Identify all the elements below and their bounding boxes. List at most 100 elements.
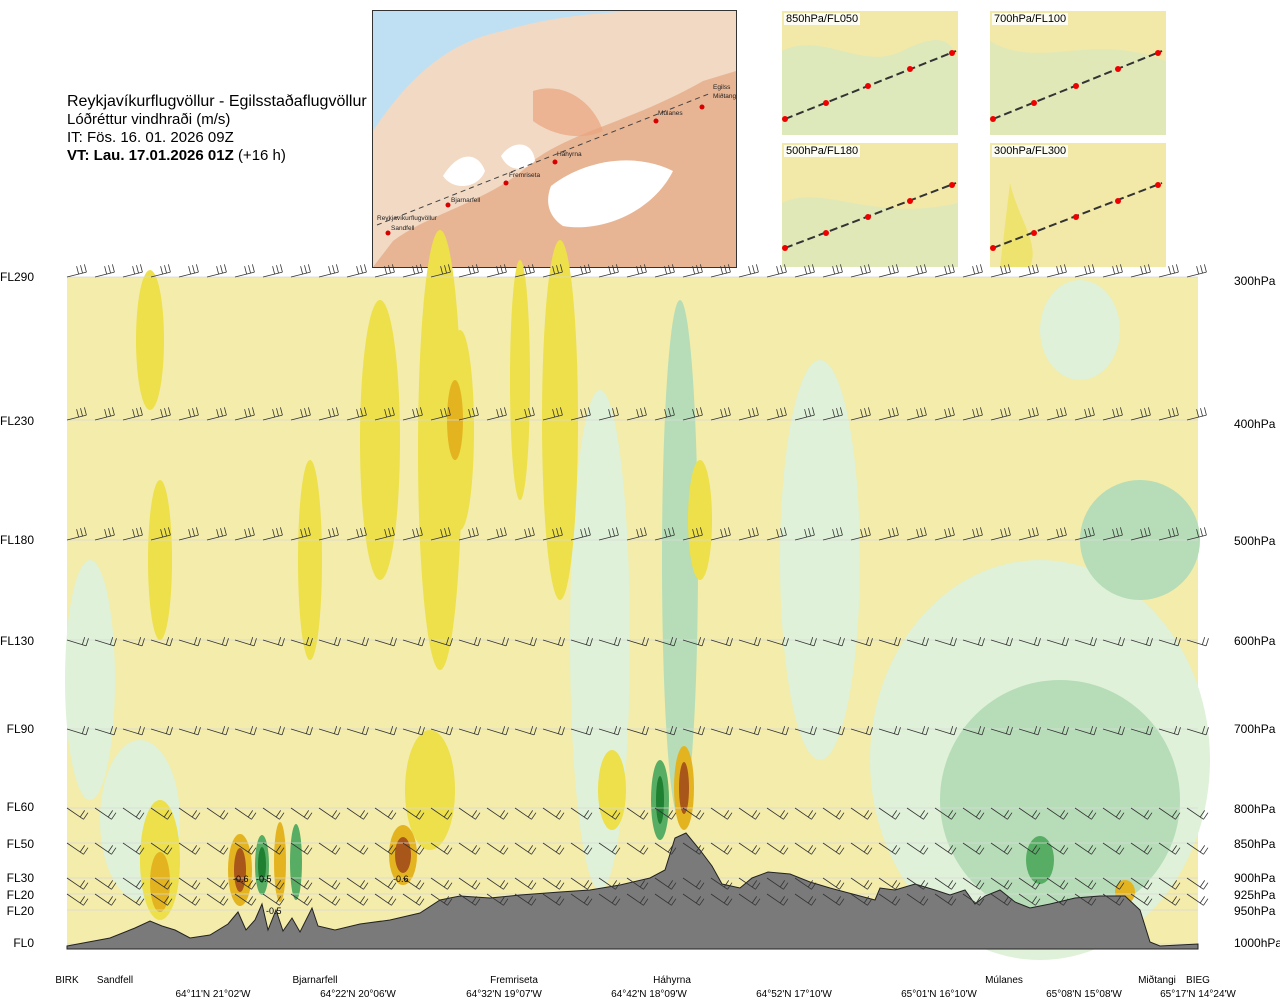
level-fl20a: FL20 (6, 888, 34, 902)
wind-barb (122, 807, 145, 820)
wind-barb (1102, 877, 1125, 890)
wind-barb (94, 407, 115, 421)
wind-barb (1046, 264, 1067, 278)
waypoint-birk: BIRK (55, 975, 79, 986)
terrain-profile (66, 832, 1199, 950)
wind-barb (542, 407, 563, 421)
wind-barb (1130, 877, 1153, 890)
wind-barb (1130, 893, 1153, 906)
wind-barb (122, 264, 143, 278)
wind-barb (262, 893, 285, 906)
wind-barb (206, 636, 229, 647)
level-1000hpa: 1000hPa (1234, 936, 1280, 950)
updraft-region (136, 270, 164, 410)
wind-barb (206, 877, 229, 890)
wind-barb (234, 807, 257, 820)
wind-barb (94, 264, 115, 278)
wind-barb (402, 725, 425, 736)
coord-label: 65°17'N 14°24'W (1160, 989, 1236, 1000)
wind-barb (402, 264, 423, 278)
wind-barb (822, 264, 843, 278)
wind-barb (486, 893, 509, 906)
wind-barb (458, 407, 479, 421)
downdraft-region (940, 680, 1180, 920)
wind-barb (1130, 407, 1151, 421)
wind-barb (514, 636, 537, 647)
wind-barb (1158, 877, 1181, 890)
wind-barb (1186, 407, 1207, 421)
wind-barb (346, 407, 367, 421)
wind-barb (822, 407, 843, 421)
wind-barb (150, 893, 173, 906)
wind-barb (542, 636, 565, 647)
wind-barb (1046, 842, 1069, 855)
wind-barb (318, 725, 341, 736)
wind-barb (738, 893, 761, 906)
wind-barb (262, 877, 285, 890)
wind-barb (794, 877, 817, 890)
level-fl60: FL60 (6, 800, 34, 814)
wind-barb (430, 636, 453, 647)
wind-barb (150, 807, 173, 820)
level-950hpa: 950hPa (1234, 904, 1276, 918)
wind-barb (542, 725, 565, 736)
wind-barb (1074, 407, 1095, 421)
waypoint-mulanes: Múlanes (985, 975, 1023, 986)
wind-barb (850, 407, 871, 421)
wind-barb (262, 636, 285, 647)
wind-barb (1018, 527, 1039, 541)
wind-barb (122, 527, 143, 541)
wind-barb (934, 407, 955, 421)
wind-barb (178, 264, 199, 278)
inset-300hPa: 300hPa/FL300 (990, 143, 1166, 267)
wind-barb (850, 842, 873, 855)
wind-barb (234, 893, 257, 906)
wind-barb (122, 842, 145, 855)
wind-barb (878, 842, 901, 855)
wind-barb (654, 725, 677, 736)
wind-barb (94, 877, 117, 890)
wind-barb (94, 842, 117, 855)
wind-barb (234, 527, 255, 541)
wind-barb (178, 807, 201, 820)
wind-barb (766, 842, 789, 855)
wind-barb (822, 842, 845, 855)
wind-barb (178, 407, 199, 421)
wind-barb (1018, 807, 1041, 820)
wind-barb (458, 893, 481, 906)
wind-barb (738, 636, 761, 647)
wind-barb (682, 636, 705, 647)
wind-barb (654, 264, 675, 278)
wind-barb (682, 725, 705, 736)
wind-barb (850, 877, 873, 890)
wind-barb (626, 842, 649, 855)
wind-barb (1074, 877, 1097, 890)
wind-barb (906, 636, 929, 647)
wind-barb (570, 842, 593, 855)
wind-barb (374, 842, 397, 855)
wind-barb (1018, 893, 1041, 906)
coord-label: 64°11'N 21°02'W (175, 989, 251, 1000)
wind-barb (290, 407, 311, 421)
wind-barb (94, 636, 117, 647)
map-label-midtangi: Miðtangi (713, 92, 736, 100)
wind-barb (318, 893, 341, 906)
wind-barb (206, 725, 229, 736)
updraft-region (510, 260, 530, 500)
wind-barb (570, 725, 593, 736)
wind-barb (514, 877, 537, 890)
level-850hpa: 850hPa (1234, 837, 1276, 851)
wind-barb (318, 807, 341, 820)
wind-barb (542, 877, 565, 890)
wind-barb (318, 636, 341, 647)
wind-barb (850, 264, 871, 278)
level-600hpa: 600hPa (1234, 634, 1276, 648)
wind-barb (990, 893, 1013, 906)
wind-barb (402, 807, 425, 820)
wind-barb (1018, 725, 1041, 736)
wind-barb (1130, 264, 1151, 278)
wind-barb (766, 636, 789, 647)
wind-barb (66, 407, 87, 421)
wind-barb (598, 893, 621, 906)
wind-barb (206, 264, 227, 278)
